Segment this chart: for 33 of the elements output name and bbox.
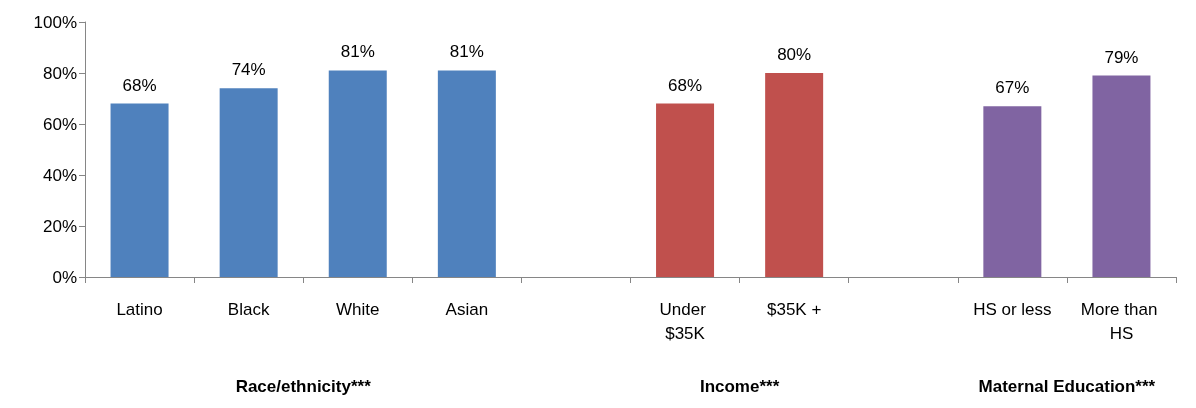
x-tick-label: White: [336, 299, 380, 319]
text: Maternal Education***: [978, 377, 1156, 396]
bar: [656, 103, 715, 277]
x-tick-label: HS or less: [973, 299, 1052, 319]
data-label: 80%: [777, 45, 812, 64]
x-tick-label: Black: [227, 299, 270, 319]
bar: [765, 73, 824, 277]
bar: [437, 70, 496, 277]
data-label: 81%: [340, 42, 375, 62]
bar: [1092, 75, 1151, 277]
y-tick-label: 0%: [52, 267, 77, 287]
bar: [983, 106, 1042, 277]
x-tick-label: More than HS: [1080, 299, 1163, 343]
data-label: 74%: [231, 60, 266, 80]
y-tick-label: 40%: [42, 165, 77, 185]
data-label: 81%: [449, 42, 484, 62]
x-tick-label: $35K +: [766, 299, 822, 319]
y-tick-label: 60%: [42, 114, 77, 134]
y-tick-label: 80%: [42, 63, 77, 83]
x-tick-label: Latino: [116, 299, 163, 319]
bar: [328, 70, 387, 277]
text: Income***: [699, 377, 780, 396]
x-tick-label: Asian: [445, 299, 489, 319]
y-tick-label: 100%: [33, 12, 77, 32]
x-tick-label: Under $35K: [659, 299, 711, 343]
y-tick-label: 20%: [42, 216, 77, 236]
text: Race/ethnicity***: [235, 377, 372, 396]
data-label: 79%: [1104, 47, 1139, 67]
bar: [219, 88, 278, 277]
bar: [110, 103, 169, 277]
data-label: 68%: [122, 75, 157, 95]
data-label: 67%: [995, 78, 1030, 98]
data-label: 68%: [668, 75, 703, 95]
